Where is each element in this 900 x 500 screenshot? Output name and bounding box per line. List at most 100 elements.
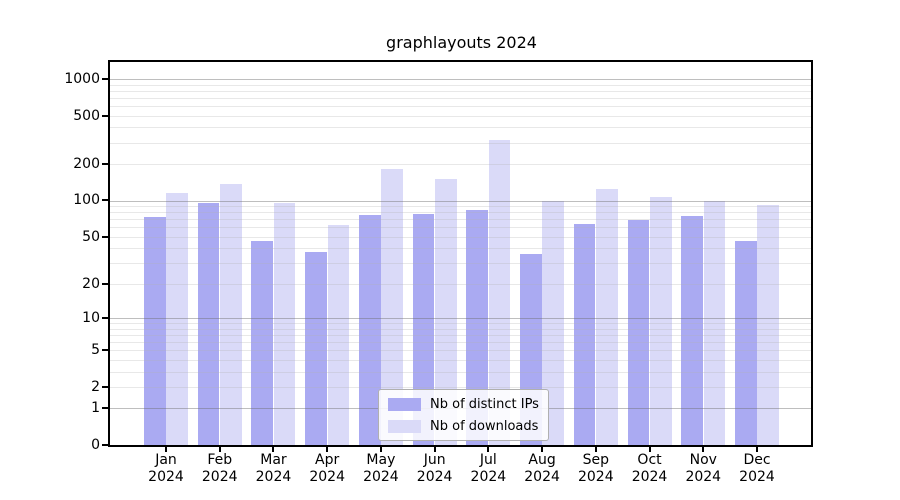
y-tick-label-50: 50 [82, 228, 100, 245]
bar-downloads-oct [649, 196, 672, 445]
gridline-minor [110, 350, 811, 352]
x-tick-label-nov: Nov 2024 [685, 452, 722, 485]
gridline-minor [110, 283, 811, 285]
gridline-minor [110, 206, 811, 207]
gridline-minor [110, 227, 811, 229]
y-tick-label-10: 10 [82, 309, 100, 326]
gridline-minor [110, 97, 811, 99]
bar-downloads-mar [273, 202, 296, 445]
y-tick-mark [102, 163, 108, 165]
bar-downloads-may [381, 169, 403, 445]
y-tick-label-200: 200 [73, 156, 100, 172]
x-tick-label-aug: Aug 2024 [524, 452, 560, 485]
legend-label-downloads: Nb of downloads [430, 418, 539, 434]
plot-area [110, 62, 811, 445]
legend-item-downloads: Nb of downloads [388, 417, 539, 435]
y-tick-mark [102, 77, 108, 80]
gridline-minor [110, 84, 811, 86]
bar-downloads-dec [757, 204, 779, 445]
gridline-minor [110, 127, 811, 129]
y-tick-label-1: 1 [91, 400, 100, 417]
bar-ips-sep [573, 223, 596, 445]
chart-title: graphlayouts 2024 [386, 33, 537, 52]
x-tick-mark [648, 447, 651, 452]
y-tick-mark [102, 407, 108, 410]
y-tick-mark [102, 199, 108, 202]
legend-swatch-downloads [388, 419, 421, 433]
y-tick-label-20: 20 [82, 275, 100, 292]
bar-ips-feb [197, 203, 220, 445]
y-tick-label-500: 500 [73, 107, 100, 124]
legend-swatch-ips [388, 397, 421, 411]
gridline-major [110, 200, 811, 202]
x-tick-label-may: May 2024 [363, 452, 399, 485]
gridline-minor [110, 142, 811, 144]
legend: Nb of distinct IPs Nb of downloads [378, 389, 549, 441]
gridline-minor [110, 90, 811, 92]
y-tick-mark [102, 349, 108, 352]
x-tick-mark [379, 447, 382, 452]
x-tick-mark [433, 447, 436, 452]
y-tick-mark [102, 235, 108, 238]
legend-label-distinct-ips: Nb of distinct IPs [430, 396, 539, 412]
y-tick-mark [102, 385, 108, 388]
gridline-minor [110, 106, 811, 107]
y-tick-label-100: 100 [73, 192, 100, 209]
gridline-minor [110, 115, 811, 117]
x-tick-mark [326, 447, 329, 452]
gridline-major [110, 318, 811, 319]
x-tick-label-oct: Oct 2024 [631, 452, 668, 485]
x-tick-label-jan: Jan 2024 [148, 452, 184, 485]
bar-downloads-apr [327, 224, 350, 445]
x-tick-mark [594, 447, 597, 452]
bar-ips-nov [681, 216, 703, 445]
gridline-minor [110, 386, 811, 388]
x-tick-mark [272, 447, 275, 452]
gridline-minor [110, 212, 811, 214]
y-tick-mark [102, 316, 108, 319]
bar-ips-mar [251, 241, 274, 445]
y-tick-label-2: 2 [91, 378, 100, 395]
legend-item-distinct-ips: Nb of distinct IPs [388, 395, 539, 413]
gridline-major [110, 78, 811, 80]
bar-ips-jul [466, 210, 488, 445]
gridline-minor [110, 219, 811, 221]
x-tick-mark [165, 447, 167, 452]
y-tick-label-0: 0 [91, 437, 100, 453]
x-tick-label-jul: Jul 2024 [470, 452, 507, 485]
y-tick-mark [102, 444, 108, 446]
y-tick-label-5: 5 [91, 342, 100, 359]
x-tick-mark [218, 447, 221, 452]
gridline-minor [110, 359, 811, 361]
bar-downloads-jul [488, 140, 511, 445]
x-tick-label-apr: Apr 2024 [309, 452, 345, 485]
gridline-minor [110, 248, 811, 250]
x-tick-label-sep: Sep 2024 [577, 452, 614, 485]
bar-downloads-jan [166, 192, 188, 445]
gridline-minor [110, 328, 811, 330]
gridline-minor [110, 263, 811, 265]
x-tick-mark [755, 447, 758, 452]
x-tick-label-dec: Dec 2024 [739, 452, 775, 485]
bar-downloads-sep [596, 189, 618, 445]
gridline-minor [110, 323, 811, 324]
y-tick-mark [102, 114, 108, 117]
x-tick-mark [702, 447, 705, 452]
bar-ips-dec [734, 241, 757, 445]
x-tick-mark [541, 447, 544, 452]
x-tick-label-feb: Feb 2024 [201, 452, 238, 485]
bar-ips-oct [627, 219, 650, 445]
gridline-minor [110, 334, 811, 336]
bar-downloads-aug [542, 200, 565, 445]
bar-downloads-feb [220, 183, 242, 445]
y-tick-mark [102, 282, 108, 285]
y-tick-label-1000: 1000 [64, 70, 100, 87]
bar-ips-apr [305, 252, 327, 445]
bar-ips-jun [412, 214, 435, 445]
bar-downloads-jun [435, 179, 457, 445]
x-tick-mark [487, 447, 490, 452]
gridline-minor [110, 371, 811, 373]
bar-ips-jan [144, 217, 166, 445]
bar-downloads-nov [703, 200, 726, 445]
